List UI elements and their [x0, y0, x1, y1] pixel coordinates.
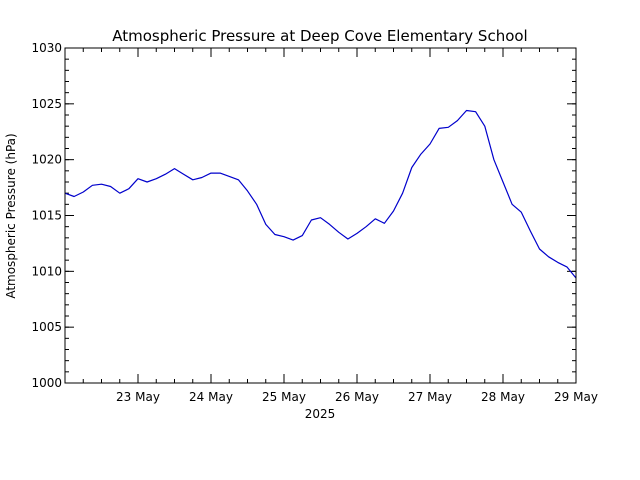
- x-tick-label: 23 May: [116, 390, 160, 404]
- y-axis-label: Atmospheric Pressure (hPa): [4, 133, 18, 298]
- y-tick-label: 1030: [31, 41, 62, 55]
- y-tick-label: 1025: [31, 97, 62, 111]
- x-tick-label: 29 May: [554, 390, 598, 404]
- axis-ticks: [64, 47, 577, 384]
- x-tick-labels: 23 May 24 May 25 May 26 May 27 May 28 May 29 M…: [116, 390, 598, 404]
- y-tick-label: 1005: [31, 320, 62, 334]
- x-tick-label: 28 May: [481, 390, 525, 404]
- pressure-series-line: [64, 109, 577, 279]
- chart-title: Atmospheric Pressure at Deep Cove Elemen…: [112, 27, 527, 45]
- y-tick-label: 1010: [31, 264, 62, 278]
- y-tick-label: 1015: [31, 209, 62, 223]
- x-tick-label: 27 May: [408, 390, 452, 404]
- x-tick-label: 25 May: [262, 390, 306, 404]
- x-tick-label: 26 May: [335, 390, 379, 404]
- x-axis-label: 2025: [305, 407, 336, 421]
- y-tick-label: 1000: [31, 376, 62, 390]
- plot-frame: [64, 47, 577, 384]
- y-tick-labels: 1000 1005 1010 1015 1020 1025 1030: [31, 41, 62, 390]
- x-tick-label: 24 May: [189, 390, 233, 404]
- y-tick-label: 1020: [31, 153, 62, 167]
